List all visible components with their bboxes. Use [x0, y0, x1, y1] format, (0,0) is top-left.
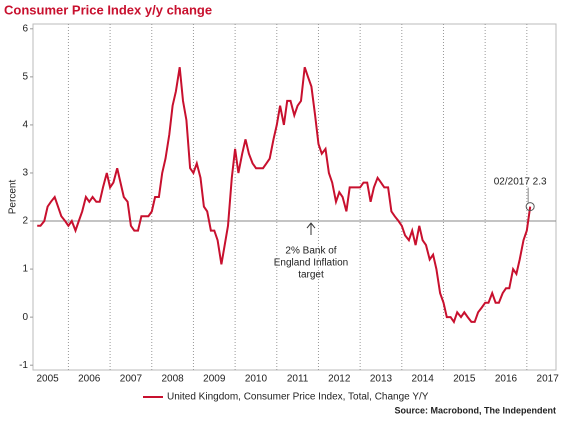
y-tick-label: -1 [19, 360, 28, 371]
x-tick-label: 2007 [120, 374, 143, 385]
annotation-marker [525, 202, 535, 212]
x-tick-label: 2005 [36, 374, 59, 385]
annotation: 02/2017 2.3 [494, 176, 547, 187]
y-axis-label: Percent [8, 180, 19, 215]
x-tick-label: 2008 [161, 374, 184, 385]
series-line [37, 66, 532, 325]
x-tick-label: 2013 [370, 374, 393, 385]
source: Source: Macrobond, The Independent [394, 405, 556, 415]
reference-label: 2% Bank of [285, 246, 336, 257]
x-tick-label: 2006 [78, 374, 101, 385]
reference-label: England Inflation [274, 258, 349, 269]
chart-title: Consumer Price Index y/y change [4, 2, 212, 17]
x-tick-label: 2012 [328, 374, 351, 385]
plot-frame [32, 23, 557, 371]
y-tick-label: 4 [22, 120, 28, 131]
x-tick-label: 2010 [245, 374, 268, 385]
x-tick-label: 2011 [287, 374, 309, 385]
x-tick-label: 2016 [495, 374, 518, 385]
y-tick-label: 5 [22, 72, 28, 83]
y-tick-label: 6 [22, 23, 28, 34]
x-tick-label: 2015 [453, 374, 476, 385]
x-tick-label: 2014 [412, 374, 435, 385]
reference-arrowhead [306, 222, 316, 229]
x-tick-label: 2009 [203, 374, 226, 385]
y-tick-label: 1 [22, 264, 28, 275]
y-tick-label: 2 [22, 216, 28, 227]
x-tick-label: 2017 [537, 374, 560, 385]
y-tick-label: 0 [22, 312, 28, 323]
legend-label: United Kingdom, Consumer Price Index, To… [167, 392, 429, 403]
y-tick-label: 3 [22, 168, 28, 179]
reference-label: target [298, 270, 324, 281]
